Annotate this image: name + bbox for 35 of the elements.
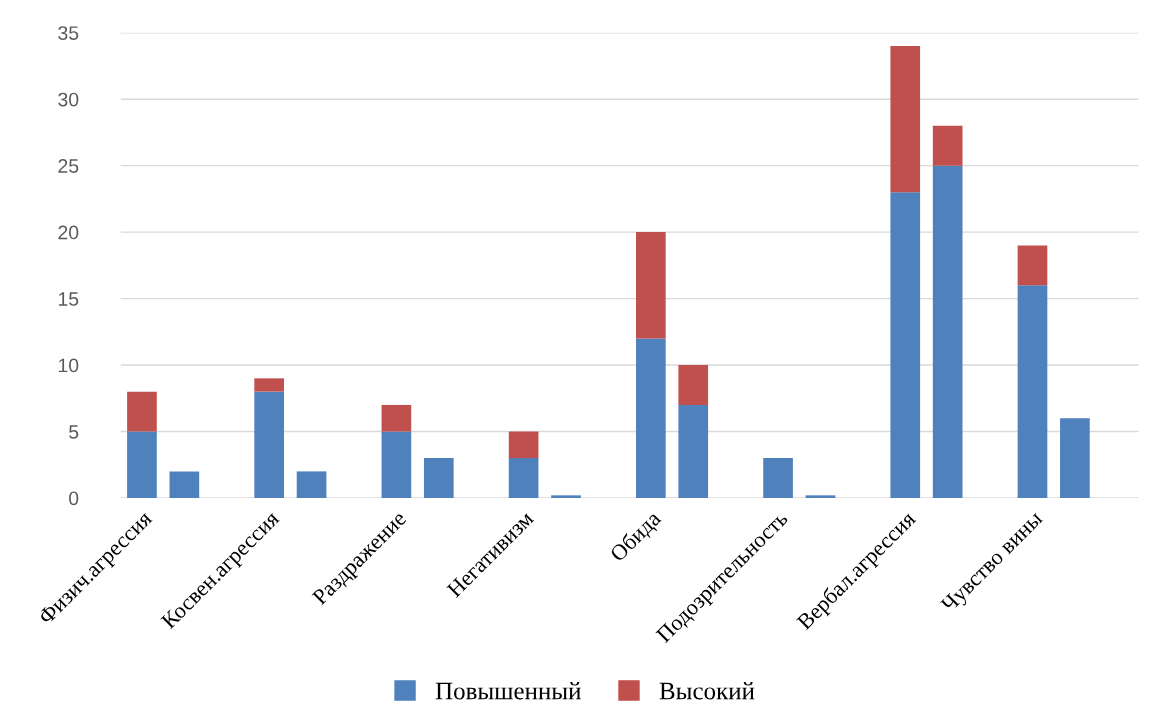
bar [890,46,921,193]
y-tick-label: 35 [58,26,79,40]
bar [551,495,581,498]
bar [169,471,200,498]
y-tick-label: 0 [69,491,79,506]
y-tick-label: 5 [69,425,79,439]
bar [890,192,921,498]
bar [932,125,963,166]
bar [127,431,157,498]
y-tick-label: 20 [58,225,79,240]
bar [805,495,836,498]
bar [127,391,157,432]
bar [635,232,666,339]
bar [763,458,793,498]
bar [508,431,539,459]
bar [1060,418,1090,498]
bar [254,378,285,392]
bar [423,458,454,498]
bar [296,471,327,498]
legend-label: Повышенный [435,682,581,700]
y-tick-label: 10 [58,358,79,373]
legend-label: Высокий [659,682,755,700]
y-tick-label: 25 [58,159,79,173]
bar [635,338,666,498]
y-tick-label: 30 [58,92,79,107]
bar [508,458,539,498]
bar [254,391,285,498]
bar [1017,245,1048,286]
bar [381,431,412,498]
bar [1017,285,1048,498]
bar [381,404,412,432]
bar [678,365,709,405]
bar [678,404,709,498]
bar [932,165,963,498]
y-tick-label: 15 [58,292,79,306]
